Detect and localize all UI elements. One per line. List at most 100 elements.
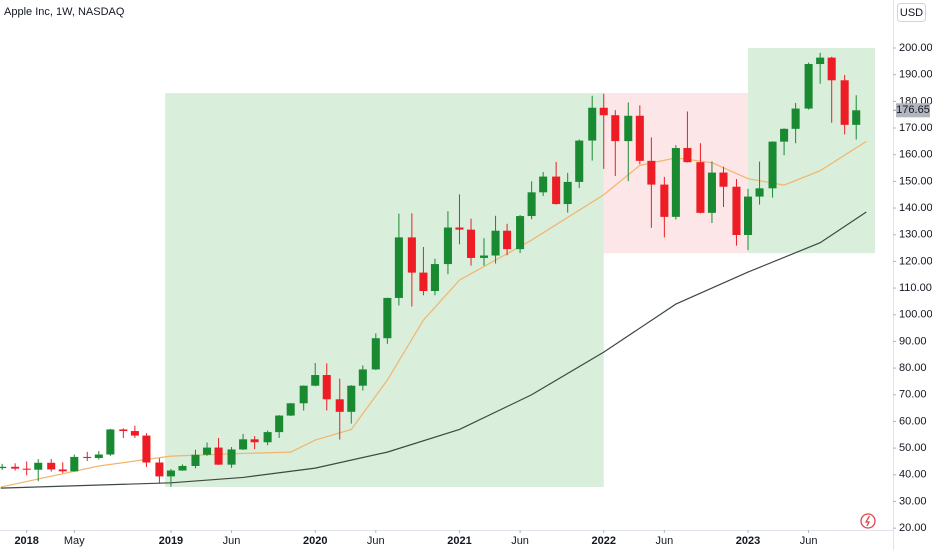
plot-area [0, 48, 875, 489]
candle-body [166, 470, 175, 477]
candle-body [624, 115, 633, 142]
candle-body [119, 429, 128, 432]
candle-body [732, 186, 741, 235]
y-tick-label: 200.00 [899, 42, 932, 54]
candle-body [599, 107, 608, 116]
candle-body [647, 160, 656, 185]
candle-body [94, 454, 103, 458]
candle-body [840, 80, 849, 125]
x-tick-label: May [64, 535, 85, 547]
candle-body [791, 108, 800, 129]
candle-body [383, 297, 392, 339]
y-tick-label: 140.00 [899, 202, 932, 214]
candle-body [407, 237, 416, 273]
y-tick-label: 80.00 [899, 362, 927, 374]
axes: 20.00 30.00 40.00 50.00 60.00 70.00 80.00 90.00… [14, 42, 932, 547]
x-tick-label: Jun [800, 535, 818, 547]
y-tick-label: 90.00 [899, 335, 927, 347]
candle-body [227, 449, 236, 465]
x-tick-label: 2019 [159, 535, 183, 547]
logo-ring [860, 513, 876, 529]
y-tick-label: 40.00 [899, 469, 927, 481]
y-tick-label: 20.00 [899, 522, 927, 534]
y-tick-label: 170.00 [899, 122, 932, 134]
candle-body [142, 435, 151, 463]
candle-body [263, 432, 272, 443]
x-tick-label: Jun [367, 535, 385, 547]
candle-body [34, 462, 43, 470]
currency-button[interactable] [897, 3, 926, 22]
candle-body [768, 141, 777, 189]
candle-body [286, 403, 295, 416]
price-axis-panel [893, 0, 932, 550]
candle-body [755, 188, 764, 197]
candle-body [552, 176, 561, 205]
candle-body [804, 64, 813, 109]
y-tick-label: 160.00 [899, 149, 932, 161]
candle-body [575, 140, 584, 182]
candle-body [683, 148, 692, 163]
y-tick-label: 150.00 [899, 175, 932, 187]
candle-body [299, 385, 308, 404]
candle-body [239, 439, 248, 450]
highlight-zone [165, 93, 604, 488]
candle-body [106, 429, 115, 455]
candle-body [358, 369, 367, 386]
candle-body [696, 162, 705, 213]
moving-average-line [0, 211, 867, 489]
candle-body [516, 216, 525, 250]
x-tick-label: 2022 [592, 535, 616, 547]
x-tick-label: 2021 [447, 535, 471, 547]
x-tick-label: 2023 [736, 535, 760, 547]
candle-body [22, 468, 31, 470]
y-tick-label: 100.00 [899, 309, 932, 321]
y-tick-label: 60.00 [899, 415, 927, 427]
candle-body [0, 466, 7, 469]
candle-body [311, 375, 320, 386]
candle-body [527, 192, 536, 217]
candle-body [611, 115, 620, 142]
currency-label[interactable]: USD [900, 7, 923, 19]
candle-body [371, 338, 380, 370]
candle-body [563, 181, 572, 205]
x-tick-label: Jun [511, 535, 529, 547]
candle-body [70, 456, 79, 472]
logo-bolt [864, 515, 871, 527]
candle-body [155, 462, 164, 477]
candle-body [719, 172, 728, 187]
y-tick-label: 30.00 [899, 495, 927, 507]
candle-body [178, 465, 187, 471]
candle-body [479, 255, 489, 258]
candle-body [335, 399, 344, 412]
candle-body [443, 227, 452, 265]
candle-body [707, 172, 716, 213]
candle-body [671, 148, 680, 217]
candle-body [467, 229, 476, 258]
last-price-label: 176.65 [896, 104, 930, 116]
candle-body [588, 107, 597, 141]
y-tick-label: 50.00 [899, 442, 927, 454]
x-tick-label: Jun [223, 535, 241, 547]
candle-body [11, 466, 20, 469]
candle-body [347, 385, 356, 412]
candle-body [322, 375, 331, 400]
candle-body [214, 447, 223, 465]
candle-body [250, 439, 259, 443]
candle-body [455, 227, 464, 230]
y-tick-label: 70.00 [899, 389, 927, 401]
last-price-box [896, 103, 930, 118]
candle-body [202, 447, 212, 455]
candle-body [827, 57, 836, 81]
candle-body [58, 469, 67, 472]
chart-title: Apple Inc, 1W, NASDAQ [4, 6, 125, 18]
candle-body [394, 237, 403, 298]
logo [860, 513, 876, 529]
y-tick-label: 130.00 [899, 229, 932, 241]
candle-body [130, 431, 139, 436]
candle-body [275, 415, 284, 433]
candle-body [635, 115, 644, 161]
y-tick-label: 120.00 [899, 255, 932, 267]
candle-body [83, 456, 92, 458]
